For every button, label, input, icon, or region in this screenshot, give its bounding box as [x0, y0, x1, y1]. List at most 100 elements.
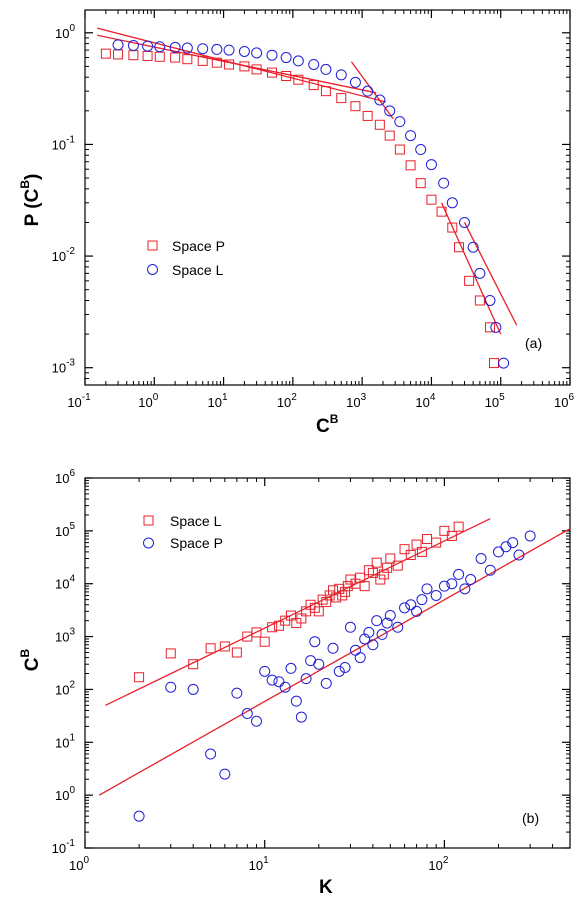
point-space-p — [251, 64, 262, 75]
point-space-p — [187, 683, 199, 695]
point-space-l — [399, 544, 410, 555]
point-space-p — [113, 49, 124, 60]
point-space-l — [367, 567, 378, 578]
panel-a-data-points — [100, 39, 510, 369]
point-space-p — [344, 621, 356, 633]
point-space-p — [492, 546, 504, 558]
panel-a-x-axis-label: CB — [316, 412, 339, 437]
y-tick-label: 100 — [55, 23, 75, 41]
point-space-l — [385, 553, 396, 564]
point-space-p — [438, 580, 450, 592]
point-space-l — [127, 39, 139, 51]
point-space-p — [513, 549, 525, 561]
point-space-p — [309, 636, 321, 648]
point-space-p — [285, 662, 297, 674]
point-space-p — [300, 673, 312, 685]
point-space-p — [447, 222, 458, 233]
point-space-p — [241, 708, 253, 720]
point-space-p — [250, 715, 262, 727]
panel-a-chart: 10-1 100 101 102 103 104 105 106 10-3 10-2 10-1 100… — [18, 9, 574, 437]
point-space-l — [154, 41, 166, 53]
point-space-l — [446, 530, 457, 541]
legend-label-space-p-b: Space P — [170, 535, 223, 551]
point-space-l — [415, 144, 427, 156]
point-space-l — [188, 659, 199, 670]
point-space-p — [405, 599, 417, 611]
point-space-l — [223, 44, 235, 56]
point-space-l — [378, 569, 389, 580]
legend-marker-space-p — [147, 240, 158, 251]
x-tick-label: 10-1 — [67, 392, 91, 410]
point-space-p — [170, 52, 181, 63]
panel-a-ticks: 10-1 100 101 102 103 104 105 106 10-3 10-2 10-1 100 — [52, 10, 574, 410]
x-tick-label: 100 — [138, 392, 158, 410]
panel-b-label: (b) — [522, 810, 539, 826]
point-space-p — [327, 642, 339, 654]
fit-line — [440, 202, 502, 335]
point-space-p — [308, 80, 319, 91]
y-tick-label: 104 — [55, 574, 75, 592]
point-space-l — [169, 41, 181, 53]
point-space-p — [205, 748, 217, 760]
point-space-p — [266, 674, 278, 686]
point-space-l — [337, 590, 348, 601]
point-space-l — [324, 590, 335, 601]
point-space-p — [426, 194, 437, 205]
point-space-p — [453, 568, 465, 580]
point-space-l — [421, 534, 432, 545]
point-space-p — [339, 661, 351, 673]
point-space-l — [425, 159, 437, 171]
point-space-p — [367, 639, 379, 651]
point-space-l — [458, 216, 470, 228]
point-space-l — [112, 39, 124, 51]
point-space-l — [251, 47, 263, 59]
point-space-p — [464, 275, 475, 286]
y-tick-label: 101 — [55, 732, 75, 750]
y-tick-label: 106 — [55, 468, 75, 486]
panel-a-y-axis-label: P (CB) — [18, 174, 43, 227]
point-space-l — [238, 45, 250, 57]
point-space-p — [267, 67, 278, 78]
point-space-p — [239, 61, 250, 72]
point-space-p — [363, 626, 375, 638]
point-space-l — [335, 69, 347, 81]
point-space-l — [142, 40, 154, 52]
point-space-p — [411, 605, 423, 617]
panel-b-y-axis-label: CB — [18, 648, 43, 671]
point-space-p — [336, 93, 347, 104]
legend-label-space-l: Space L — [172, 262, 224, 278]
point-space-p — [293, 74, 304, 85]
point-space-l — [219, 641, 230, 652]
point-space-p — [484, 322, 495, 333]
x-tick-label: 105 — [485, 392, 505, 410]
point-space-p — [416, 594, 428, 606]
point-space-l — [439, 525, 450, 536]
point-space-l — [446, 197, 458, 209]
point-space-p — [133, 810, 145, 822]
point-space-p — [507, 537, 519, 549]
y-tick-label: 10-2 — [52, 246, 76, 264]
point-space-l — [197, 43, 209, 55]
point-space-p — [475, 552, 487, 564]
x-tick-label: 106 — [554, 392, 574, 410]
y-tick-label: 102 — [55, 679, 75, 697]
point-space-l — [349, 76, 361, 88]
point-space-l — [394, 116, 406, 128]
point-space-p — [405, 160, 416, 171]
y-tick-label: 10-3 — [52, 358, 76, 376]
point-space-p — [384, 130, 395, 141]
point-space-p — [224, 59, 235, 70]
point-space-p — [524, 530, 536, 542]
x-tick-label: 102 — [277, 392, 297, 410]
point-space-l — [490, 321, 502, 333]
point-space-l — [498, 357, 510, 369]
point-space-l — [280, 615, 291, 626]
fit-line — [463, 222, 518, 326]
point-space-l — [431, 537, 442, 548]
point-space-p — [320, 677, 332, 689]
point-space-p — [313, 658, 325, 670]
point-space-l — [484, 294, 496, 306]
y-tick-label: 103 — [55, 627, 75, 645]
point-space-l — [405, 549, 416, 560]
point-space-l — [280, 52, 292, 64]
